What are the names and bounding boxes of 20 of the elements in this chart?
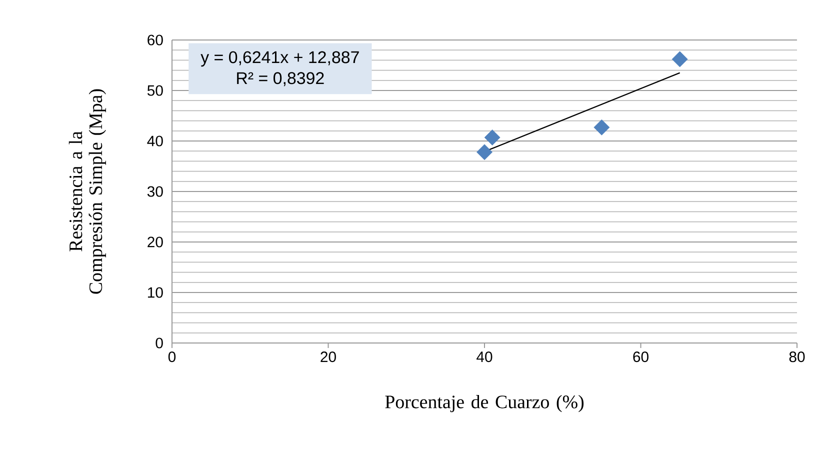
y-tick-label: 50	[147, 85, 163, 96]
x-tick-label: 20	[320, 352, 336, 362]
y-tick-label: 10	[148, 287, 163, 298]
y-tick-label: 0	[156, 338, 163, 348]
y-tick-label: 60	[148, 34, 163, 46]
point	[484, 129, 500, 146]
x-tick-label: 0	[168, 352, 176, 362]
x-tick-label: 60	[633, 352, 648, 362]
y-axis-title: Resistencia a la Compresión Simple (Mpa)	[68, 89, 106, 294]
point	[476, 144, 492, 160]
x-tick-label: 80	[789, 352, 805, 362]
x-tick-label: 40	[476, 352, 492, 362]
y-tick-label: 20	[148, 236, 163, 248]
y-tick-label: 30	[147, 186, 163, 197]
annotation: R² = 0,8392	[237, 72, 324, 86]
x-axis-title: Porcentaje de Cuarzo (%)	[385, 395, 584, 412]
annotation: y = 0,6241x + 12,887	[200, 51, 359, 67]
point	[594, 119, 610, 136]
y-tick-label: 40	[147, 136, 163, 146]
point	[672, 51, 688, 68]
